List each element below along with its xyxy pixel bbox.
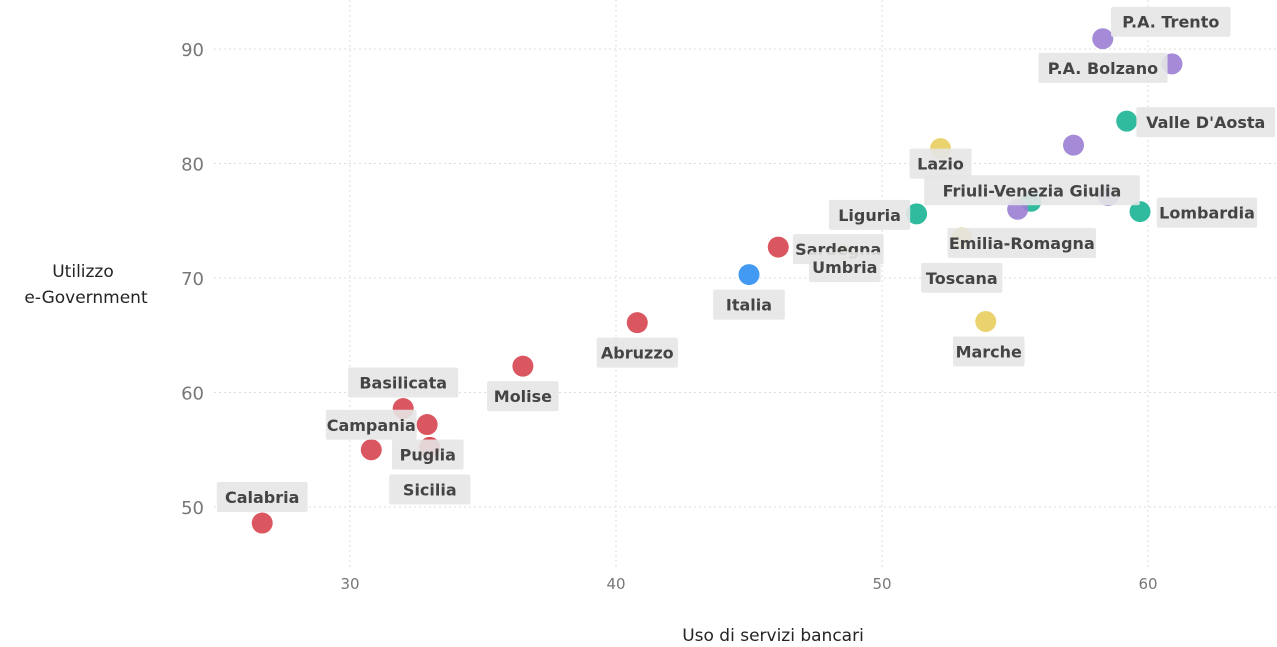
x-axis-ticks: 30 40 50 60	[340, 575, 1157, 593]
point-label-text: Sicilia	[403, 480, 457, 499]
y-tick-label: 50	[181, 498, 204, 519]
point-label-background	[713, 289, 785, 320]
point-label-text: Puglia	[400, 445, 456, 464]
point-label-background	[924, 175, 1140, 206]
point-label: P.A. Trento	[1110, 6, 1231, 37]
data-point[interactable]	[1116, 110, 1138, 132]
point-label: Marche	[952, 336, 1025, 367]
point-label: Lazio	[909, 148, 972, 179]
point-label-background	[828, 199, 911, 230]
point-label-text: Liguria	[838, 206, 901, 225]
point-label-text: P.A. Trento	[1122, 13, 1219, 32]
data-point[interactable]	[512, 355, 534, 377]
point-label-background	[1110, 6, 1231, 37]
point-label-background	[1038, 52, 1168, 83]
point-label: Toscana	[921, 262, 1003, 293]
point-label-background	[216, 482, 308, 513]
point-label-text: Italia	[726, 296, 772, 315]
point-label-text: Emilia-Romagna	[949, 234, 1095, 253]
point-label-text: Lazio	[917, 155, 964, 174]
point-label-background	[1136, 107, 1276, 138]
point-label-text: Campania	[327, 416, 416, 435]
point-label: Lombardia	[1156, 197, 1258, 228]
point-label: P.A. Bolzano	[1038, 52, 1168, 83]
data-point[interactable]	[767, 236, 789, 258]
point-label: Basilicata	[348, 367, 459, 398]
point-label: Molise	[487, 381, 559, 412]
point-label: Emilia-Romagna	[947, 227, 1096, 258]
data-point[interactable]	[738, 264, 760, 286]
point-label-text: Umbria	[812, 258, 877, 277]
point-label-text: Friuli-Venezia Giulia	[943, 181, 1122, 200]
point-label-text: P.A. Bolzano	[1048, 59, 1158, 78]
point-label-text: Calabria	[225, 488, 299, 507]
y-axis-title-line-1: Utilizzo	[52, 262, 114, 282]
data-point[interactable]	[251, 512, 273, 534]
x-tick-label: 60	[1138, 575, 1157, 593]
y-tick-label: 90	[181, 40, 204, 61]
y-axis-title-line-2: e-Government	[24, 288, 148, 308]
x-axis-title: Uso di servizi bancari	[682, 626, 864, 646]
point-label-background	[808, 252, 881, 283]
point-label-text: Toscana	[926, 269, 998, 288]
data-point[interactable]	[1129, 201, 1151, 223]
point-label-text: Abruzzo	[601, 344, 674, 363]
point-label-text: Valle D'Aosta	[1146, 113, 1265, 132]
point-label-background	[952, 336, 1025, 367]
point-label: Sicilia	[389, 474, 471, 505]
point-label-text: Molise	[494, 387, 552, 406]
point-label-background	[325, 409, 417, 440]
point-label-background	[348, 367, 459, 398]
point-label: Puglia	[392, 439, 464, 470]
point-label: Abruzzo	[596, 337, 678, 368]
point-label: Calabria	[216, 482, 308, 513]
point-label-background	[909, 148, 972, 179]
point-label: Umbria	[808, 252, 881, 283]
point-label-background	[596, 337, 678, 368]
data-point[interactable]	[906, 203, 928, 225]
y-tick-label: 80	[181, 155, 204, 176]
data-point[interactable]	[975, 311, 997, 333]
y-tick-label: 70	[181, 269, 204, 290]
point-label: Campania	[325, 409, 417, 440]
point-label-text: Lombardia	[1159, 204, 1255, 223]
point-label-background	[1156, 197, 1258, 228]
point-labels: P.A. Trento P.A. Bolzano Valle D'Aosta Lazi…	[216, 6, 1276, 513]
data-point[interactable]	[626, 312, 648, 334]
point-label-background	[947, 227, 1096, 258]
x-tick-label: 50	[872, 575, 891, 593]
data-point[interactable]	[1092, 28, 1114, 50]
y-axis-ticks: 50 60 70 80 90	[181, 40, 204, 519]
point-label-background	[392, 439, 464, 470]
point-label: Liguria	[828, 199, 911, 230]
point-label-text: Marche	[956, 343, 1022, 362]
x-tick-label: 30	[340, 575, 359, 593]
y-tick-label: 60	[181, 384, 204, 405]
point-label: Italia	[713, 289, 785, 320]
data-point[interactable]	[1063, 134, 1085, 156]
point-label: Friuli-Venezia Giulia	[924, 175, 1140, 206]
point-label-text: Basilicata	[359, 374, 447, 393]
x-tick-label: 40	[606, 575, 625, 593]
data-point[interactable]	[360, 439, 382, 461]
data-point[interactable]	[416, 414, 438, 436]
point-label-background	[921, 262, 1003, 293]
point-label: Valle D'Aosta	[1136, 107, 1276, 138]
point-label-background	[389, 474, 471, 505]
point-label-background	[487, 381, 559, 412]
data-points	[251, 28, 1183, 534]
